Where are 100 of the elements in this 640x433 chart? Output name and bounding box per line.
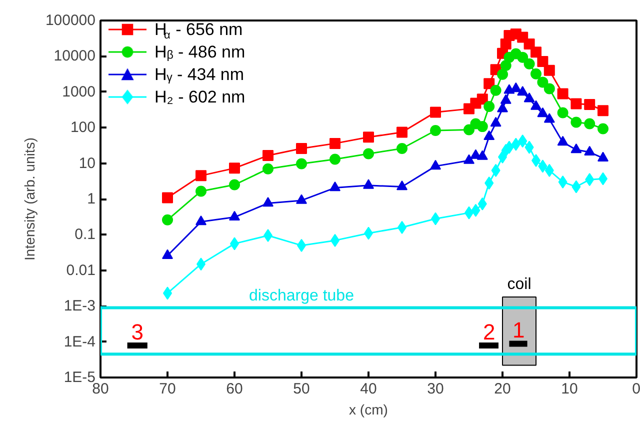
point [524,140,534,154]
point [557,107,568,118]
point [570,116,582,128]
point [162,249,173,259]
point [598,152,608,162]
point [476,94,488,105]
point [524,38,535,50]
point [500,60,512,71]
point [530,100,542,110]
y-axis-title: Intensity (arb. units) [21,138,38,260]
point [557,88,568,100]
annotation: 2 [482,320,496,345]
point [229,210,240,221]
point [490,116,502,127]
point [557,136,568,146]
point [572,180,581,194]
point [296,142,307,154]
point [524,92,535,102]
y-tick-label: 100000 [45,12,96,29]
point [584,98,596,110]
point [511,138,520,151]
point [162,192,173,204]
annotation: 1 [512,318,525,343]
point [537,107,548,118]
y-tick-label: 0.01 [66,262,96,279]
point [476,121,488,132]
point [484,101,495,112]
point [296,194,307,204]
point [464,154,474,164]
annotation: discharge tube [249,288,354,305]
point [296,158,307,170]
point [471,204,480,217]
point [478,197,487,210]
point [517,52,528,63]
point [484,78,495,90]
x-tick-label: 60 [226,380,243,398]
point [530,46,542,58]
x-tick-label: 40 [360,380,377,398]
y-tick-label: 100 [70,119,96,136]
point [584,146,596,156]
point [570,143,582,154]
point [464,124,474,136]
y-tick-label: 1E-4 [64,333,96,350]
legend-label: Hᵦ - 486 nm [154,42,246,62]
point [537,76,548,88]
point [229,162,240,174]
point [598,123,608,134]
point [430,125,441,136]
point [584,118,596,130]
point [330,182,340,192]
point [330,154,340,165]
x-tick-label: 10 [561,380,578,398]
point [518,134,528,148]
point [538,160,548,173]
legend-label: H₂ - 602 nm [154,88,246,106]
point [491,164,500,177]
point [262,196,274,207]
x-axis-title: x (cm) [349,402,388,418]
x-tick-label: 30 [427,380,444,398]
point [162,214,173,226]
annotation: 3 [131,320,144,345]
point [430,160,441,170]
point [396,180,408,190]
point [585,173,594,186]
x-tick-label: 20 [494,380,511,398]
point [430,106,441,118]
y-tick-label: 1 [87,190,96,208]
x-tick-label: 0 [632,380,640,398]
point [524,58,535,70]
point [497,102,508,112]
point [363,179,374,189]
point [196,186,206,197]
point [504,140,514,154]
y-tick-label: 0.1 [74,226,96,244]
point [363,132,374,143]
point [570,98,582,110]
point [544,83,555,94]
y-tick-label: 10000 [54,48,96,65]
point [517,86,528,96]
point [530,68,542,80]
point [544,113,555,123]
point [262,150,274,162]
point [500,94,512,104]
point [497,68,508,80]
point [476,150,488,160]
point [196,216,206,226]
point [229,179,240,190]
annotation: coil [507,276,532,294]
point [396,142,408,154]
legend-label: Hᵧ - 434 nm [154,65,244,84]
x-tick-label: 50 [293,380,310,398]
y-tick-label: 1000 [62,83,96,100]
point [544,64,555,76]
point [598,105,608,116]
point [490,84,502,96]
point [484,176,494,190]
x-tick-label: 80 [92,380,109,398]
point [558,175,568,188]
y-tick-label: 10 [78,154,96,172]
point [330,138,340,149]
